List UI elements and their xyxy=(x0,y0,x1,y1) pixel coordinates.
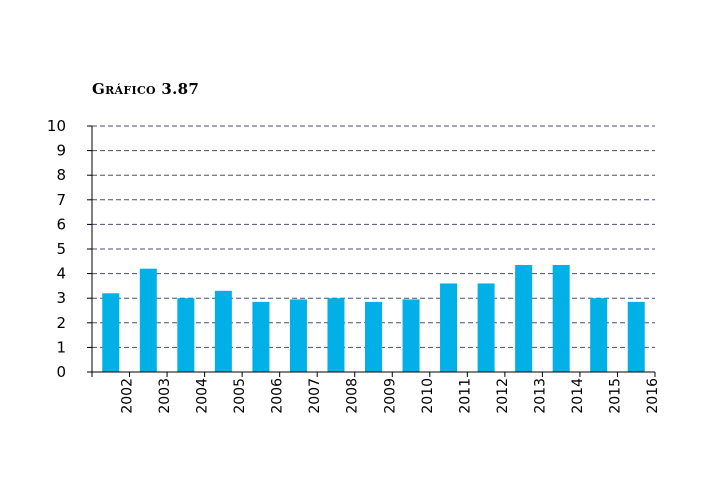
bar-2012 xyxy=(477,283,495,372)
x-tick-label-2013: 2013 xyxy=(532,378,548,414)
x-tick-label-2004: 2004 xyxy=(195,378,211,414)
bar-2003 xyxy=(139,268,157,372)
bar-2005 xyxy=(214,290,232,372)
bar-2002 xyxy=(102,293,120,372)
y-tick-label-1: 1 xyxy=(56,338,66,356)
x-tick-label-2008: 2008 xyxy=(345,378,361,414)
y-tick-label-4: 4 xyxy=(56,265,66,283)
bar-2016 xyxy=(627,301,645,372)
chart-title: Gráfico 3.87 xyxy=(92,80,200,98)
y-tick-label-5: 5 xyxy=(56,240,66,258)
axes xyxy=(87,125,656,377)
x-tick-label-2005: 2005 xyxy=(232,378,248,414)
x-tick-labels: 2002 2003 2004 2005 2006 2007 2008 2009 2010 2011… xyxy=(120,378,661,414)
x-tick-label-2011: 2011 xyxy=(457,378,473,414)
bars xyxy=(102,264,645,372)
y-tick-label-10: 10 xyxy=(47,117,66,135)
x-tick-label-2014: 2014 xyxy=(570,378,586,414)
bar-2015 xyxy=(590,298,608,372)
x-tick-label-2002: 2002 xyxy=(120,378,136,414)
x-tick-label-2006: 2006 xyxy=(270,378,286,414)
x-tick-label-2015: 2015 xyxy=(607,378,623,414)
x-tick-label-2012: 2012 xyxy=(495,378,511,414)
bar-2010 xyxy=(402,299,420,372)
bar-2011 xyxy=(440,283,458,372)
bar-2009 xyxy=(365,301,382,372)
y-tick-label-0: 0 xyxy=(56,363,66,381)
y-tick-label-3: 3 xyxy=(56,289,66,307)
x-tick-label-2009: 2009 xyxy=(382,378,398,414)
bar-2007 xyxy=(289,299,307,372)
bar-2014 xyxy=(552,264,570,372)
y-tick-label-6: 6 xyxy=(56,215,66,233)
y-tick-label-7: 7 xyxy=(56,191,66,209)
x-tick-label-2007: 2007 xyxy=(307,378,323,414)
bar-2006 xyxy=(252,301,270,372)
y-tick-label-8: 8 xyxy=(56,166,66,184)
bar-2004 xyxy=(177,298,195,372)
bar-2013 xyxy=(515,264,533,372)
x-tick-label-2003: 2003 xyxy=(157,378,173,414)
bar-2008 xyxy=(327,298,345,372)
y-tick-label-9: 9 xyxy=(56,142,66,160)
x-tick-label-2010: 2010 xyxy=(420,378,436,414)
y-tick-label-2: 2 xyxy=(56,314,66,332)
y-tick-labels: 0 1 2 3 4 5 6 7 8 9 10 xyxy=(47,117,66,381)
x-tick-label-2016: 2016 xyxy=(645,378,661,414)
